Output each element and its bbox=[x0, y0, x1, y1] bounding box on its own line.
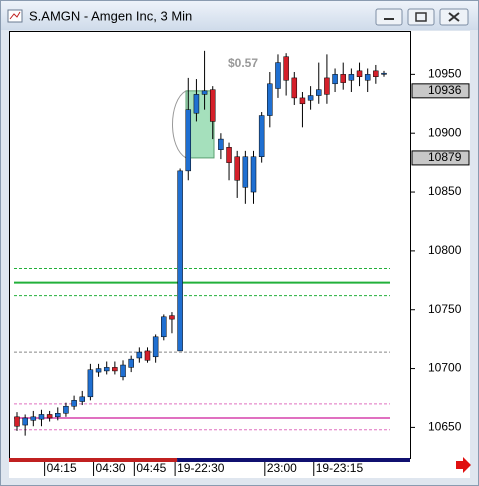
candle-body bbox=[136, 351, 143, 359]
price-marker-box bbox=[411, 83, 470, 99]
close-glyph bbox=[448, 12, 460, 22]
candle-body bbox=[332, 74, 338, 85]
candle-body bbox=[209, 89, 216, 122]
candle-body bbox=[373, 70, 379, 77]
candle-body bbox=[103, 367, 110, 372]
x-tick-label: 04:45 bbox=[136, 461, 166, 475]
candle-body bbox=[22, 417, 28, 426]
candle-body bbox=[71, 400, 77, 407]
candle-body bbox=[63, 405, 69, 414]
session-bar bbox=[177, 458, 410, 462]
candle-body bbox=[185, 109, 192, 172]
y-tick-label: 10750 bbox=[428, 302, 462, 316]
candle-body bbox=[177, 170, 183, 352]
y-tick-label: 10800 bbox=[428, 243, 462, 257]
x-tick-label: 19-23:15 bbox=[316, 461, 364, 475]
app-icon bbox=[7, 9, 23, 23]
maximize-glyph bbox=[415, 12, 427, 22]
candle-body bbox=[283, 56, 289, 81]
candle-body bbox=[340, 74, 346, 83]
trade-curve bbox=[172, 90, 187, 159]
candle-body bbox=[30, 416, 37, 421]
x-tick-label: 04:15 bbox=[47, 461, 77, 475]
candle-body bbox=[242, 156, 249, 188]
scroll-arrow[interactable] bbox=[456, 457, 471, 473]
candle-body bbox=[193, 94, 200, 114]
candle-body bbox=[299, 97, 306, 105]
candle-body bbox=[201, 90, 208, 95]
candle-body bbox=[291, 77, 298, 99]
x-tick-label: 19-22:30 bbox=[177, 461, 225, 475]
candle-body bbox=[324, 77, 330, 95]
candle-body bbox=[307, 95, 314, 101]
candle-body bbox=[79, 396, 85, 402]
candle-body bbox=[226, 147, 232, 163]
candle-body bbox=[275, 62, 281, 89]
candle-body bbox=[234, 156, 240, 181]
session-bar bbox=[9, 458, 178, 462]
candle-body bbox=[38, 414, 45, 420]
candle-body bbox=[218, 138, 224, 150]
candle-body bbox=[356, 70, 363, 77]
candle-body bbox=[152, 336, 159, 358]
y-tick-label: 10900 bbox=[428, 125, 462, 139]
candle-body bbox=[112, 367, 118, 372]
candle-body bbox=[348, 74, 355, 81]
candle-body bbox=[381, 72, 387, 75]
window-title: S.AMGN - Amgen Inc, 3 Min bbox=[29, 8, 192, 23]
price-marker-label: 10936 bbox=[428, 83, 462, 97]
candle-body bbox=[144, 350, 151, 361]
chart-area bbox=[9, 31, 470, 478]
y-tick-label: 10850 bbox=[428, 184, 462, 198]
candle-body bbox=[46, 414, 53, 419]
candle-body bbox=[258, 115, 265, 157]
minimize-button[interactable] bbox=[375, 8, 403, 26]
candle-body bbox=[161, 316, 167, 338]
y-tick-label: 10650 bbox=[428, 420, 462, 434]
candle-body bbox=[14, 416, 20, 427]
x-tick-label: 04:30 bbox=[96, 461, 126, 475]
candle-body bbox=[267, 83, 273, 116]
price-marker-box bbox=[411, 150, 470, 166]
candle-body bbox=[95, 368, 102, 373]
price-marker-label: 10879 bbox=[428, 150, 462, 164]
candle-body bbox=[250, 156, 257, 193]
candle-body bbox=[120, 364, 126, 378]
y-tick-label: 10950 bbox=[428, 67, 462, 81]
candle-body bbox=[169, 315, 175, 320]
candle-body bbox=[87, 369, 94, 398]
app-icon-glyph bbox=[9, 11, 21, 20]
y-tick-label: 10700 bbox=[428, 361, 462, 375]
x-tick-label: 23:00 bbox=[267, 461, 297, 475]
candle-body bbox=[316, 89, 322, 96]
candle-body bbox=[364, 74, 371, 81]
annotation: $0.57 bbox=[228, 56, 258, 70]
candle-body bbox=[55, 413, 61, 418]
maximize-button[interactable] bbox=[407, 8, 435, 26]
candle-body bbox=[128, 358, 134, 368]
